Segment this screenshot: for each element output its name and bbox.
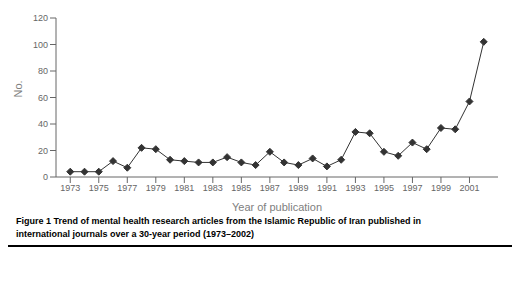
svg-text:1995: 1995 xyxy=(374,183,394,193)
svg-text:2001: 2001 xyxy=(459,183,479,193)
svg-text:1985: 1985 xyxy=(231,183,251,193)
svg-text:1977: 1977 xyxy=(117,183,137,193)
svg-text:1981: 1981 xyxy=(174,183,194,193)
html-text:international journals over a: international journals over a 30-year pe… xyxy=(16,229,255,239)
svg-text:1993: 1993 xyxy=(345,183,365,193)
svg-text:20: 20 xyxy=(38,146,48,156)
svg-text:1991: 1991 xyxy=(317,183,337,193)
svg-text:0: 0 xyxy=(43,172,48,182)
svg-text:120: 120 xyxy=(33,13,48,23)
svg-text:1979: 1979 xyxy=(146,183,166,193)
svg-text:60: 60 xyxy=(38,93,48,103)
svg-text:1975: 1975 xyxy=(89,183,109,193)
svg-text:1999: 1999 xyxy=(431,183,451,193)
svg-text:No.: No. xyxy=(12,80,24,97)
svg-text:1989: 1989 xyxy=(288,183,308,193)
svg-text:1983: 1983 xyxy=(203,183,223,193)
svg-text:80: 80 xyxy=(38,66,48,76)
svg-text:1973: 1973 xyxy=(60,183,80,193)
svg-text:1987: 1987 xyxy=(260,183,280,193)
svg-text:40: 40 xyxy=(38,119,48,129)
html-text:Figure 1 Trend of mental healt: Figure 1 Trend of mental health research… xyxy=(16,216,422,226)
svg-text:1997: 1997 xyxy=(402,183,422,193)
svg-text:100: 100 xyxy=(33,40,48,50)
svg-text:Year of publication: Year of publication xyxy=(232,201,322,213)
